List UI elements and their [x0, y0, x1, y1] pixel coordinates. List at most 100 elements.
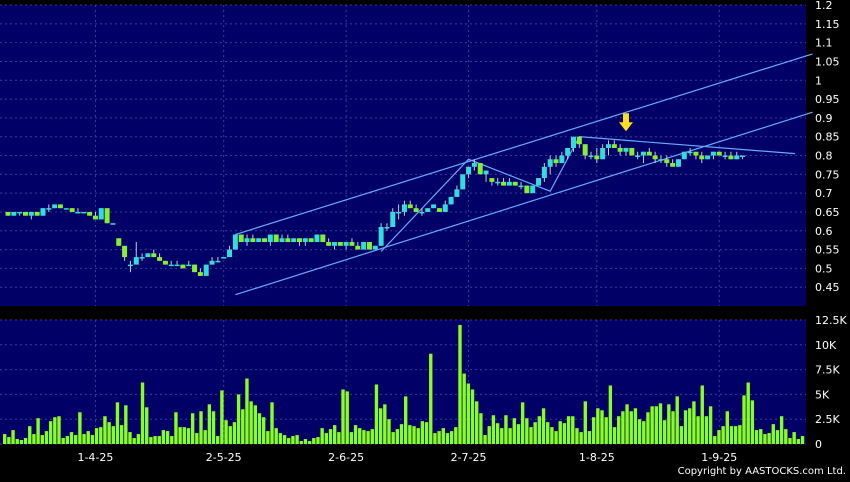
candle — [320, 234, 326, 243]
candle — [658, 155, 664, 164]
volume-bar — [533, 422, 537, 444]
volume-bar — [74, 435, 78, 444]
volume-bar — [504, 415, 508, 444]
volume-bar — [713, 436, 717, 444]
candle — [139, 253, 145, 261]
price-tick-label: 1 — [815, 74, 822, 87]
volume-bar — [466, 383, 471, 444]
volume-bar — [32, 434, 36, 444]
candle — [279, 234, 285, 243]
volume-bar — [132, 438, 136, 444]
volume-bar — [320, 428, 324, 444]
volume-bar — [566, 416, 571, 444]
volume-bar — [307, 441, 312, 444]
candle — [5, 211, 11, 216]
volume-bar — [433, 433, 437, 444]
volume-bar — [612, 427, 617, 444]
candle — [600, 144, 606, 160]
candle — [197, 268, 203, 276]
candle — [145, 253, 151, 258]
candle — [343, 242, 349, 250]
volume-bar — [153, 436, 157, 444]
volume-bar — [140, 382, 145, 444]
candle — [734, 151, 740, 160]
volume-bar — [103, 416, 107, 444]
candle — [442, 200, 448, 212]
candle — [127, 260, 133, 273]
volume-bar — [278, 433, 283, 444]
candle — [710, 151, 716, 160]
volume-bar — [94, 428, 99, 444]
volume-bar — [220, 390, 224, 444]
volume-bar — [596, 408, 600, 444]
volume-bar — [69, 432, 74, 444]
candle — [530, 185, 536, 194]
volume-bar — [332, 425, 337, 444]
volume-bar — [316, 437, 320, 444]
volume-bar — [508, 428, 512, 444]
volume-bar — [708, 406, 713, 444]
volume-y-axis: 0 2.5K 5K 7.5K 10K 12.5K — [815, 314, 847, 451]
volume-bar — [445, 433, 450, 444]
candle — [180, 264, 186, 269]
volume-bar — [458, 324, 462, 444]
volume-bar — [178, 427, 182, 444]
candle — [431, 204, 437, 209]
candle — [372, 245, 378, 250]
candle — [302, 238, 308, 246]
candle — [407, 200, 413, 209]
candle — [186, 260, 192, 267]
volume-bar — [696, 416, 700, 444]
volume-bar — [199, 411, 203, 444]
candle — [17, 211, 23, 216]
price-tick-label: 0.55 — [815, 244, 840, 257]
volume-bar — [617, 416, 621, 444]
x-tick-label: 1-4-25 — [77, 451, 113, 464]
volume-bar — [149, 437, 153, 444]
candle — [547, 155, 553, 175]
volume-bar — [404, 396, 408, 444]
price-panel: 0.45 0.5 0.55 0.6 0.65 0.7 0.75 0.8 0.85 0.9 0.95 1… — [0, 0, 840, 306]
volume-bar — [771, 424, 775, 444]
volume-bar — [28, 426, 32, 444]
volume-bar — [90, 435, 95, 444]
candle — [466, 166, 472, 179]
volume-bar — [554, 431, 558, 444]
volume-bar — [541, 408, 546, 444]
volume-bar — [136, 434, 141, 444]
volume-bar — [190, 413, 195, 444]
volume-bar — [287, 438, 291, 444]
volume-bar — [99, 427, 103, 444]
candle — [728, 151, 734, 160]
candle — [436, 208, 442, 212]
volume-bar — [420, 421, 425, 444]
volume-bar — [107, 422, 111, 444]
volume-bar — [36, 418, 40, 444]
volume-bar — [241, 409, 245, 444]
volume-bar — [295, 435, 299, 444]
volume-bar — [170, 436, 174, 444]
down-arrow-icon — [618, 113, 633, 132]
candle — [448, 196, 454, 205]
price-tick-label: 0.7 — [815, 187, 833, 200]
volume-bar — [629, 411, 633, 444]
volume-bar — [86, 431, 90, 444]
candle — [722, 151, 728, 160]
candle — [541, 163, 547, 182]
volume-bar — [470, 389, 475, 444]
trendline — [235, 53, 813, 236]
volume-bar — [378, 408, 383, 444]
volume-bar — [621, 411, 625, 444]
volume-bar — [353, 425, 358, 444]
candle — [506, 178, 512, 186]
candle — [693, 151, 699, 160]
candle — [46, 204, 52, 212]
volume-bar — [48, 421, 53, 444]
volume-bar — [82, 434, 86, 444]
volume-bar — [571, 416, 575, 444]
candle — [635, 151, 641, 160]
volume-bar — [232, 422, 237, 444]
candle — [75, 208, 81, 214]
volume-bar — [182, 427, 186, 444]
candle — [151, 249, 157, 258]
